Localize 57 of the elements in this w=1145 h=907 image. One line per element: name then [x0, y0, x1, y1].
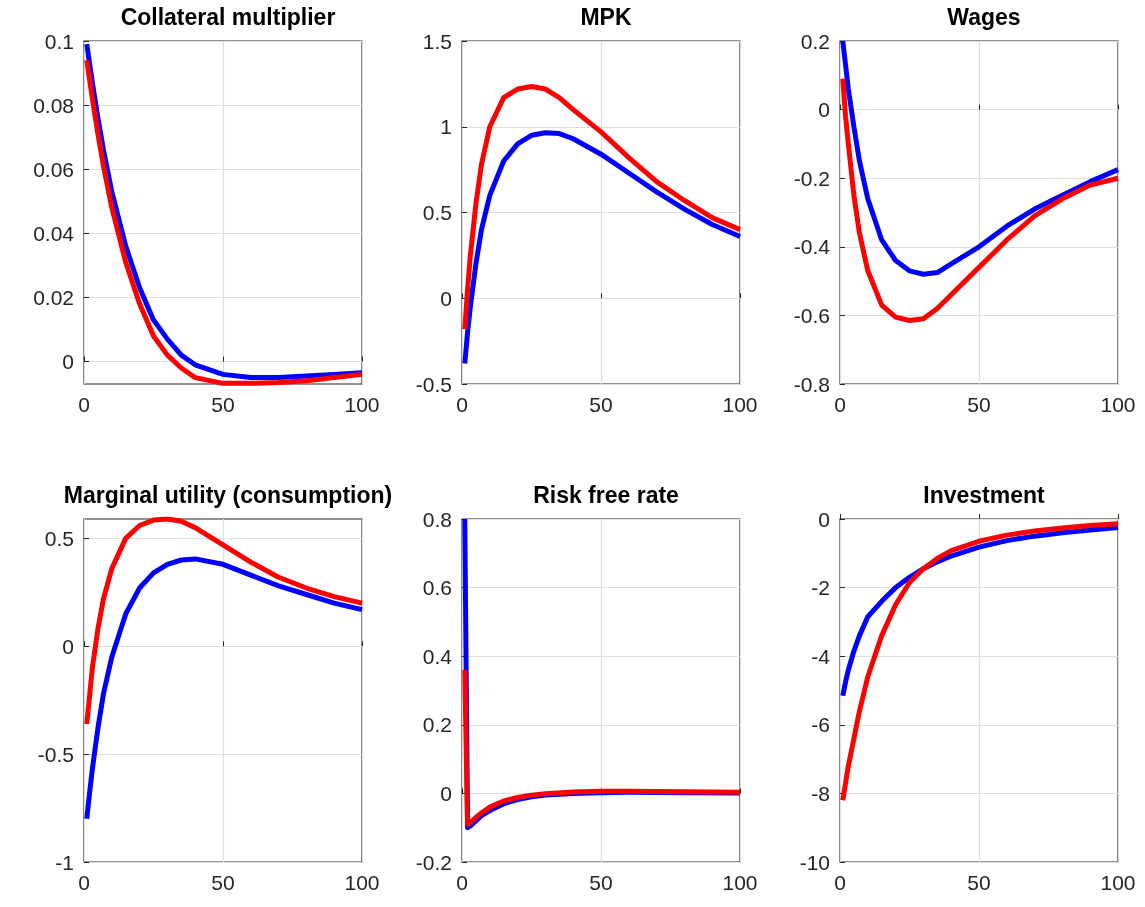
- y-tick-label: 0.1: [44, 29, 74, 53]
- y-tick-label: -0.2: [793, 166, 830, 190]
- x-tick-label: 100: [722, 393, 758, 416]
- y-tick-label: -0.8: [793, 372, 830, 396]
- y-tick-label: 0.5: [422, 201, 452, 224]
- y-tick-label: 0.5: [44, 526, 74, 550]
- x-tick-label: 0: [456, 871, 468, 894]
- x-tick-label: 100: [344, 393, 380, 416]
- x-tick-label: 0: [78, 393, 90, 416]
- x-tick-label: 100: [722, 871, 758, 894]
- x-tick-label: 50: [589, 393, 613, 416]
- y-tick-label: 0: [818, 98, 830, 122]
- y-tick-label: -8: [811, 781, 830, 805]
- y-tick-label: 0.02: [33, 285, 74, 309]
- y-tick-label: -0.6: [793, 303, 830, 327]
- chart-title: MPK: [580, 3, 632, 30]
- x-tick-label: 50: [589, 871, 613, 894]
- y-tick-label: 0.2: [800, 29, 830, 53]
- y-tick-label: -0.5: [37, 742, 74, 766]
- x-tick-label: 50: [211, 871, 235, 894]
- chart-title: Marginal utility (consumption): [63, 481, 393, 508]
- y-tick-label: 1: [440, 115, 452, 139]
- y-tick-label: 0: [818, 507, 830, 531]
- y-tick-label: -1: [55, 850, 74, 874]
- y-tick-label: -0.2: [415, 850, 452, 874]
- chart-title: Collateral multiplier: [120, 3, 336, 30]
- chart-title: Wages: [947, 3, 1021, 30]
- x-tick-label: 100: [1100, 871, 1136, 894]
- x-tick-label: 50: [967, 871, 991, 894]
- chart-title: Investment: [923, 481, 1046, 508]
- y-tick-label: 0.04: [33, 221, 75, 245]
- x-tick-label: 0: [834, 393, 846, 416]
- y-tick-label: 0: [62, 350, 74, 374]
- y-tick-label: 1.5: [422, 29, 452, 53]
- y-tick-label: -0.5: [415, 372, 452, 396]
- y-tick-label: -2: [811, 576, 830, 600]
- x-tick-label: 100: [344, 871, 380, 894]
- chart-title: Risk free rate: [533, 481, 679, 508]
- y-tick-label: -0.4: [793, 235, 831, 259]
- x-tick-label: 50: [211, 393, 235, 416]
- x-tick-label: 50: [967, 393, 991, 416]
- y-tick-label: -4: [811, 644, 831, 668]
- y-tick-label: 0.8: [422, 507, 452, 531]
- y-tick-label: 0.2: [422, 713, 452, 737]
- y-tick-label: 0.6: [422, 576, 452, 600]
- y-tick-label: 0.4: [422, 644, 453, 668]
- y-tick-label: 0: [62, 634, 74, 658]
- y-tick-label: 0: [440, 286, 452, 310]
- x-tick-label: 0: [78, 871, 90, 894]
- x-tick-label: 100: [1100, 393, 1136, 416]
- x-tick-label: 0: [456, 393, 468, 416]
- y-tick-label: 0: [440, 781, 452, 805]
- y-tick-label: -10: [799, 850, 830, 874]
- y-tick-label: 0.08: [33, 93, 74, 117]
- y-tick-label: -6: [811, 713, 830, 737]
- x-tick-label: 0: [834, 871, 846, 894]
- y-tick-label: 0.06: [33, 157, 74, 181]
